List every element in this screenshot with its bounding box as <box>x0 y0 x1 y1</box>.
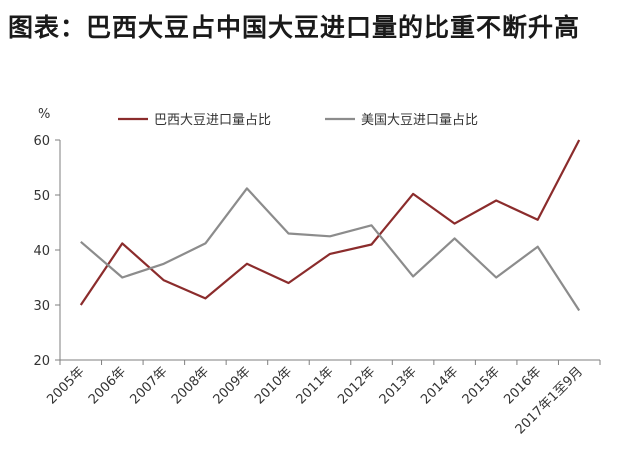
chart-lines <box>79 139 581 312</box>
x-tick-label: 2007年 <box>127 364 170 407</box>
y-tick-label: 40 <box>33 244 50 259</box>
x-tick-label: 2010年 <box>252 364 295 407</box>
y-tick-label: 30 <box>33 299 50 314</box>
page-title: 图表：巴西大豆占中国大豆进口量的比重不断升高 <box>8 13 581 42</box>
y-tick-label: 60 <box>33 134 50 149</box>
legend-label-1: 巴西大豆进口量占比 <box>154 113 271 128</box>
x-tick-label: 2008年 <box>169 364 212 407</box>
x-tick-label: 2012年 <box>335 364 378 407</box>
legend-label-2: 美国大豆进口量占比 <box>361 113 478 128</box>
y-tick-label: 50 <box>33 189 50 204</box>
x-tick-label: 2006年 <box>86 364 129 407</box>
x-tick-label: 2014年 <box>418 364 461 407</box>
chart-axes: % 20 30 40 50 60 2005年2006年2007年2008年2009年2010… <box>33 107 601 438</box>
series-line-1 <box>79 139 581 306</box>
x-tick-label: 2005年 <box>44 364 87 407</box>
x-tick-label: 2015年 <box>460 364 503 407</box>
chart-legend: 巴西大豆进口量占比 美国大豆进口量占比 <box>118 113 478 128</box>
series-line-2 <box>80 187 581 312</box>
x-tick-label: 2013年 <box>377 364 420 407</box>
x-tick-label: 2011年 <box>294 364 337 407</box>
x-tick-label: 2009年 <box>211 364 254 407</box>
y-axis-unit-label: % <box>38 107 50 122</box>
y-tick-label: 20 <box>33 354 50 369</box>
